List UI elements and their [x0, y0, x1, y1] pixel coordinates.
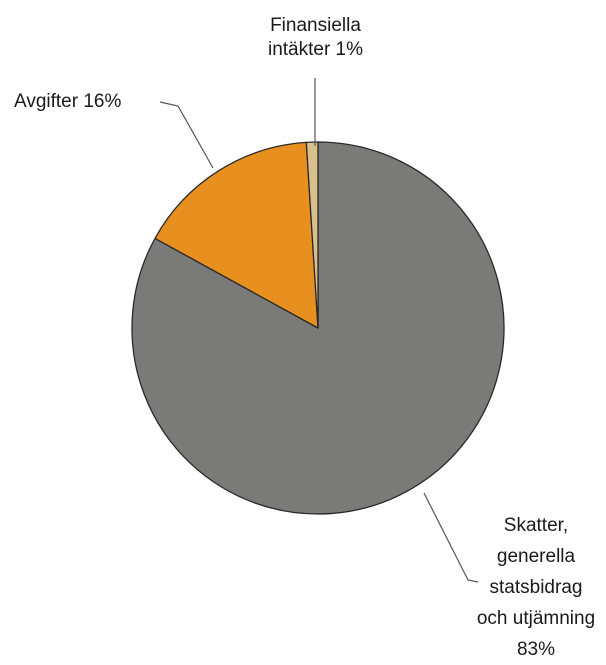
data-label-avgifter: Avgifter 16%: [14, 90, 121, 114]
data-label-skatter-line-2: generella: [496, 546, 576, 567]
data-label-finansiella: Finansiella intäkter 1%: [248, 14, 383, 62]
slices-layer: [131, 141, 505, 515]
data-label-finansiella-line-1: Finansiella: [270, 15, 361, 36]
data-label-finansiella-line-2: intäkter 1%: [267, 39, 364, 60]
data-label-avgifter-line-1: Avgifter 16%: [14, 91, 122, 112]
leader-line-skatter: [423, 492, 479, 583]
pie-chart-svg: [131, 78, 505, 583]
pie-chart: Finansiella intäkter 1% Avgifter 16% Ska…: [14, 14, 595, 660]
data-label-skatter-line-3: statsbidrag: [489, 577, 583, 598]
data-label-skatter: Skatter, generella statsbidrag och utjäm…: [466, 510, 606, 665]
pie-slice-1: [154, 141, 319, 329]
pie-slice-2: [305, 141, 319, 329]
data-label-skatter-line-4: och utjämning: [476, 608, 596, 629]
leader-lines: [159, 78, 479, 583]
leader-line-avgifter: [159, 101, 214, 169]
data-label-skatter-line-1: Skatter,: [503, 515, 569, 536]
